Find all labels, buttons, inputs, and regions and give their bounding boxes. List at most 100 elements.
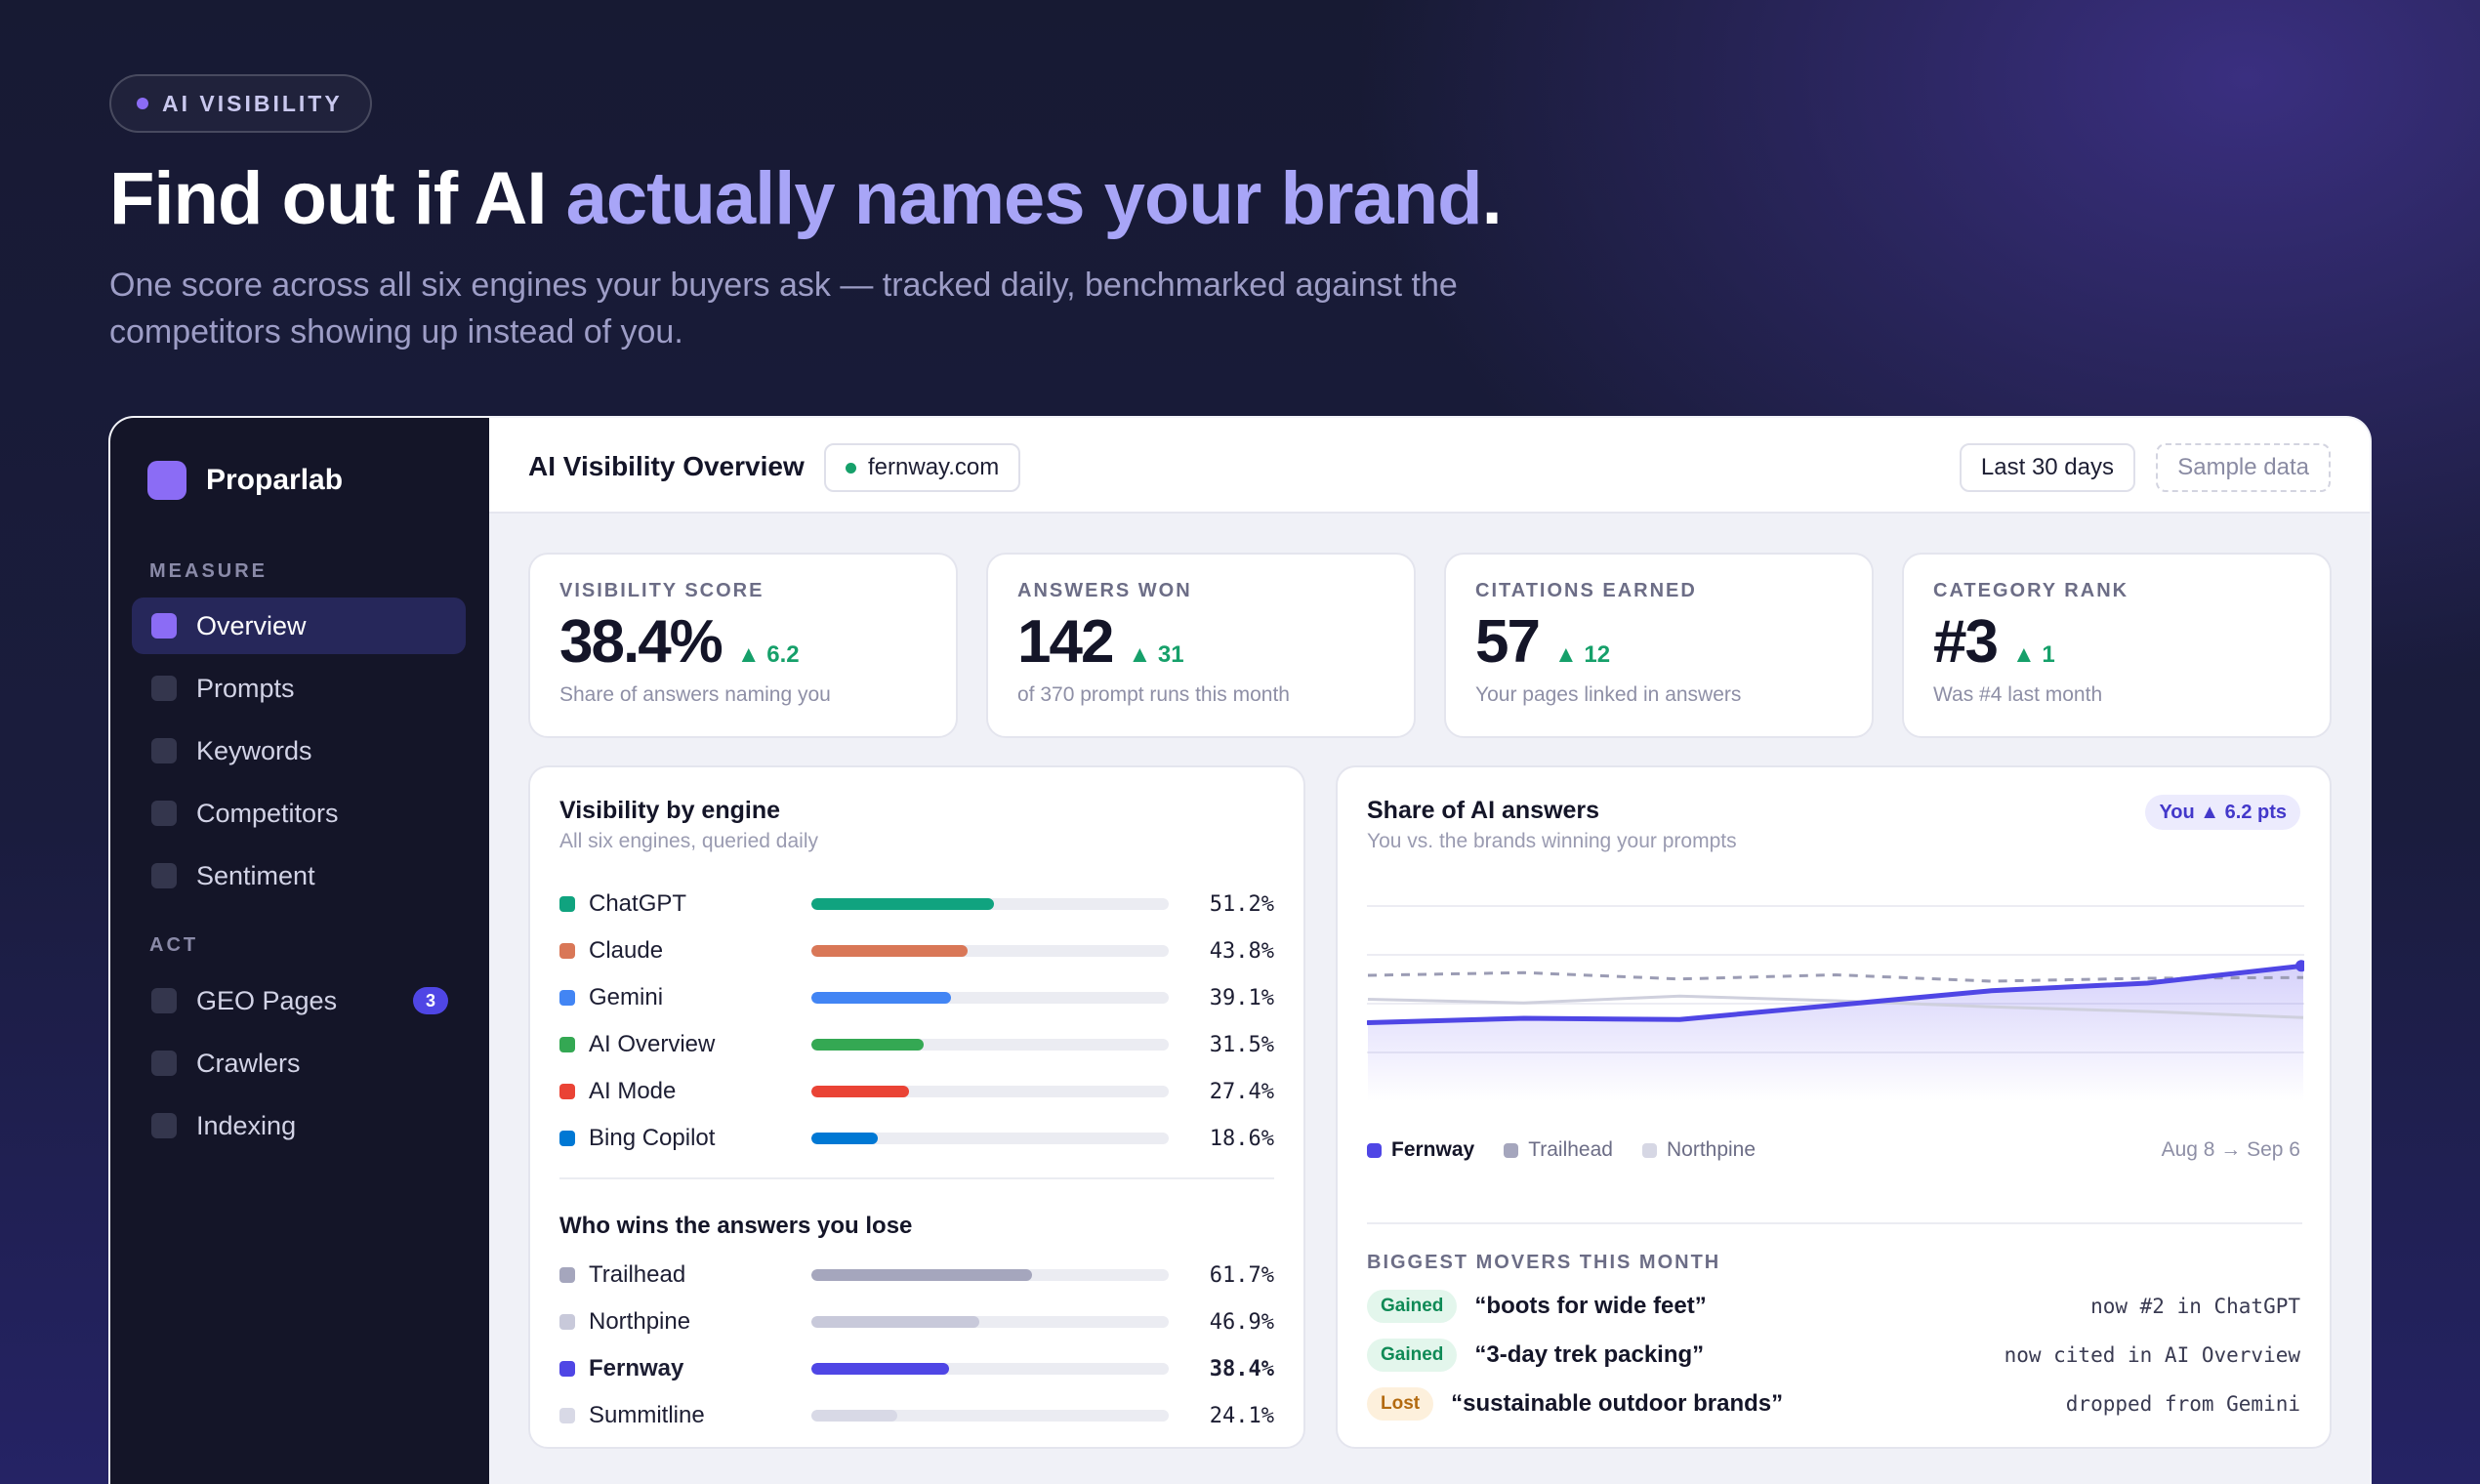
count-badge: 3 — [413, 987, 448, 1014]
share-of-ai-answers-card: Share of AI answers You vs. the brands w… — [1336, 765, 2332, 1449]
kpi-value-row: 142 ▲ 31 — [1017, 607, 1184, 677]
sidebar-item-indexing[interactable]: Indexing — [132, 1097, 466, 1154]
legend-swatch — [1641, 1142, 1657, 1158]
bar-row-claude: Claude 43.8% — [559, 933, 1274, 969]
bar-row-fernway: Fernway 38.4% — [559, 1351, 1274, 1386]
mover-tag: Gained — [1367, 1339, 1458, 1372]
bar-row-chatgpt: ChatGPT 51.2% — [559, 886, 1274, 922]
fernway-line — [1367, 963, 2304, 1025]
kpi-caption: Was #4 last month — [1933, 683, 2103, 706]
competitors-title: Who wins the answers you lose — [559, 1213, 913, 1239]
kpi-card-answers-won: ANSWERS WON 142 ▲ 31 of 370 prompt runs t… — [986, 553, 1416, 738]
kpi-value: 142 — [1017, 608, 1114, 676]
visibility-by-engine-card: Visibility by engine All six engines, qu… — [528, 765, 1305, 1449]
mover-note: dropped from Gemini — [2065, 1392, 2300, 1416]
legend-item-fernway: Fernway — [1367, 1138, 1474, 1162]
kpi-delta: ▲ 12 — [1553, 641, 1611, 668]
card-subtitle: You vs. the brands winning your prompts — [1367, 830, 1737, 852]
bar-fill — [811, 992, 952, 1004]
bar-row-ai-overview: AI Overview 31.5% — [559, 1027, 1274, 1062]
bar-row-gemini: Gemini 39.1% — [559, 980, 1274, 1015]
bar-label: Northpine — [589, 1308, 691, 1335]
bar-track — [811, 1039, 1169, 1051]
headline-end: . — [1481, 157, 1503, 240]
sidebar-item-prompts[interactable]: Prompts — [132, 660, 466, 717]
section-label-act: ACT — [149, 934, 199, 956]
sidebar-item-label: Overview — [196, 610, 307, 640]
crawlers-icon — [151, 1051, 177, 1076]
sidebar-item-sentiment[interactable]: Sentiment — [132, 847, 466, 904]
kpi-value-row: #3 ▲ 1 — [1933, 607, 2055, 677]
mover-query: “boots for wide feet” — [1474, 1293, 1707, 1319]
kpi-label: CATEGORY RANK — [1933, 580, 2129, 601]
mover-note: now #2 in ChatGPT — [2090, 1295, 2300, 1318]
kpi-value: 57 — [1475, 608, 1541, 676]
date-range-label: Aug 8 → Sep 6 — [2161, 1138, 2300, 1161]
bar-fill — [811, 1086, 910, 1097]
legend-label: Trailhead — [1528, 1138, 1613, 1161]
kpi-card-category-rank: CATEGORY RANK #3 ▲ 1 Was #4 last month — [1902, 553, 2332, 738]
sample-data-label: Sample data — [2156, 443, 2331, 492]
kpi-value-row: 57 ▲ 12 — [1475, 607, 1610, 677]
bar-fill — [811, 1133, 879, 1144]
keywords-icon — [151, 738, 177, 763]
date-range-button[interactable]: Last 30 days — [1959, 443, 2135, 492]
bar-fill — [811, 1363, 949, 1375]
mover-tag: Lost — [1367, 1387, 1434, 1421]
divider — [1367, 1222, 2302, 1224]
you-delta-badge: You ▲ 6.2 pts — [2145, 795, 2300, 830]
divider — [559, 1177, 1274, 1179]
color-swatch — [559, 1037, 575, 1052]
bar-label: Claude — [589, 937, 664, 964]
kpi-label: VISIBILITY SCORE — [559, 580, 765, 601]
bar-track — [811, 1269, 1169, 1281]
bar-value: 61.7% — [1209, 1262, 1274, 1288]
kpi-label: CITATIONS EARNED — [1475, 580, 1697, 601]
mover-query: “sustainable outdoor brands” — [1451, 1390, 1784, 1417]
share-line-chart — [1367, 905, 2304, 1101]
bar-row-ai-mode: AI Mode 27.4% — [559, 1074, 1274, 1109]
bar-value: 39.1% — [1209, 985, 1274, 1010]
sidebar-item-geo-pages[interactable]: GEO Pages 3 — [132, 972, 466, 1029]
sidebar-item-overview[interactable]: Overview — [132, 598, 466, 654]
bar-fill — [811, 1269, 1032, 1281]
bar-value: 46.9% — [1209, 1309, 1274, 1335]
pill-label: AI VISIBILITY — [162, 90, 343, 116]
trailhead-line — [1367, 970, 2304, 983]
brand-logo[interactable]: Proparlab — [147, 461, 343, 500]
bar-row-bing-copilot: Bing Copilot 18.6% — [559, 1121, 1274, 1156]
color-swatch — [559, 1361, 575, 1377]
app-window: Proparlab MEASURE Overview Prompts Keywo… — [108, 416, 2372, 1484]
domain-chip[interactable]: fernway.com — [824, 443, 1021, 492]
bar-value: 24.1% — [1209, 1403, 1274, 1428]
color-swatch — [559, 943, 575, 959]
pill-dot — [137, 98, 148, 109]
kpi-delta: ▲ 1 — [2011, 641, 2055, 668]
sidebar-item-competitors[interactable]: Competitors — [132, 785, 466, 842]
mover-tag: Gained — [1367, 1290, 1458, 1323]
kpi-delta: ▲ 6.2 — [736, 641, 800, 668]
kpi-value-row: 38.4% ▲ 6.2 — [559, 607, 800, 677]
bar-row-northpine: Northpine 46.9% — [559, 1304, 1274, 1340]
bar-fill — [811, 1410, 898, 1422]
bar-label: AI Overview — [589, 1031, 716, 1057]
color-swatch — [559, 990, 575, 1006]
competitors-icon — [151, 801, 177, 826]
legend-label: Northpine — [1666, 1138, 1757, 1161]
sidebar-item-crawlers[interactable]: Crawlers — [132, 1035, 466, 1092]
bar-track — [811, 992, 1169, 1004]
bar-track — [811, 1133, 1169, 1144]
legend-swatch — [1504, 1142, 1519, 1158]
mover-row: Lost “sustainable outdoor brands” dropped … — [1367, 1384, 2300, 1423]
color-swatch — [559, 1314, 575, 1330]
kpi-caption: of 370 prompt runs this month — [1017, 683, 1290, 706]
kpi-caption: Share of answers naming you — [559, 683, 831, 706]
sidebar-item-label: Crawlers — [196, 1048, 301, 1078]
bar-fill — [811, 945, 969, 957]
fernway-area — [1368, 966, 2303, 1101]
sidebar-item-label: Competitors — [196, 798, 339, 828]
bar-row-trailhead: Trailhead 61.7% — [559, 1257, 1274, 1293]
sidebar-item-label: Indexing — [196, 1110, 297, 1140]
sidebar-item-keywords[interactable]: Keywords — [132, 722, 466, 779]
sentiment-icon — [151, 863, 177, 888]
